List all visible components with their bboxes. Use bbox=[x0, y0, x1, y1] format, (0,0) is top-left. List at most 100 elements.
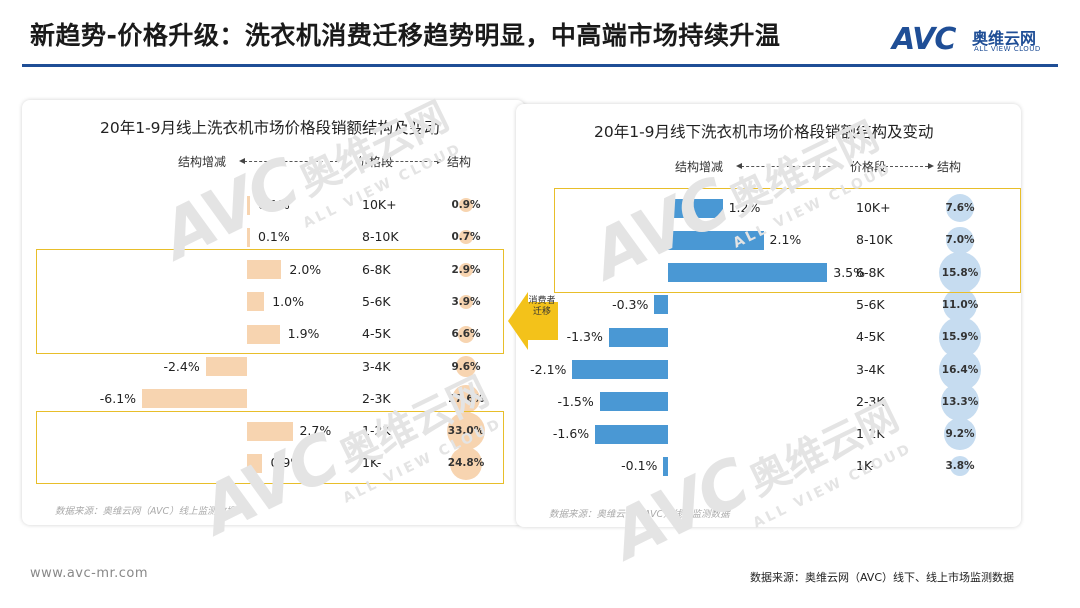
online-change-bar bbox=[247, 292, 265, 312]
offline-change-label: 3.5% bbox=[833, 264, 866, 280]
offline-share-label: 15.9% bbox=[941, 331, 979, 344]
offline-change-label: -1.5% bbox=[557, 393, 594, 409]
online-segment-label: 10K+ bbox=[362, 197, 397, 212]
online-share-label: 0.9% bbox=[451, 199, 481, 211]
online-change-label: 0.1% bbox=[258, 197, 290, 212]
online-change-label: 0.1% bbox=[258, 229, 290, 245]
offline-share-bubble bbox=[949, 456, 971, 477]
online-change-bar bbox=[142, 389, 247, 409]
offline-segment-label: 4-5K bbox=[856, 329, 885, 345]
online-share-label: 3.9% bbox=[451, 295, 481, 308]
online-segment-label: 8-10K bbox=[362, 229, 399, 245]
online-share-bubble bbox=[459, 262, 473, 277]
offline-header-arrow-right bbox=[928, 163, 934, 169]
offline-change-bar bbox=[608, 327, 668, 347]
online-source-note: 数据来源：奥维云网（AVC）线上监测数据 bbox=[55, 506, 236, 517]
offline-change-label: -2.1% bbox=[530, 361, 567, 377]
online-change-label: 2.0% bbox=[289, 261, 322, 277]
offline-share-label: 7.0% bbox=[945, 234, 975, 247]
offline-header-arrow-left bbox=[736, 163, 742, 169]
offline-segment-label: 3-4K bbox=[856, 361, 885, 377]
online-change-bar bbox=[205, 357, 247, 376]
online-change-label: 1.0% bbox=[272, 293, 304, 309]
online-share-bubble bbox=[459, 230, 473, 245]
online-share-label: 0.7% bbox=[451, 231, 481, 244]
online-change-label: 2.7% bbox=[299, 423, 332, 439]
offline-change-bar bbox=[572, 360, 668, 379]
online-share-bubble bbox=[449, 446, 483, 480]
offline-header-segment: 价格段 bbox=[850, 160, 887, 174]
offline-chart-title: 20年1-9月线下洗衣机市场价格段销额结构及变动 bbox=[594, 123, 934, 141]
offline-change-bar bbox=[595, 424, 668, 444]
offline-change-bar bbox=[654, 295, 668, 315]
consumer-migration-arrow: 消费者迁移 bbox=[508, 288, 558, 354]
online-change-bar bbox=[247, 453, 263, 473]
page-title: 新趋势-价格升级：洗衣机消费迁移趋势明显，中高端市场持续升温 bbox=[30, 21, 781, 50]
offline-change-label: -1.3% bbox=[566, 329, 603, 345]
offline-share-bubble bbox=[941, 382, 979, 421]
online-share-bubble bbox=[455, 356, 477, 377]
online-change-bar bbox=[247, 195, 250, 215]
online-share-bubble bbox=[459, 294, 473, 309]
online-chart-title: 20年1-9月线上洗衣机市场价格段销额结构及变动 bbox=[100, 119, 440, 137]
online-header-dash-right bbox=[386, 161, 437, 162]
offline-source-note: 数据来源：奥维云网（AVC）线下监测数据 bbox=[549, 509, 730, 520]
offline-share-bubble bbox=[945, 193, 975, 223]
offline-header-dash-left bbox=[741, 166, 836, 167]
online-change-bar bbox=[247, 227, 250, 247]
site-url: www.avc-mr.com bbox=[30, 566, 149, 581]
offline-segment-label: 1K- bbox=[856, 458, 876, 474]
online-header-dash-left bbox=[244, 161, 338, 162]
online-share-label: 24.8% bbox=[447, 457, 485, 470]
online-change-bar bbox=[247, 421, 294, 441]
online-segment-label: 6-8K bbox=[362, 261, 391, 277]
online-share-bubble bbox=[459, 198, 473, 212]
offline-change-bar bbox=[663, 456, 668, 476]
offline-share-label: 15.8% bbox=[941, 266, 979, 279]
online-share-label: 6.6% bbox=[451, 328, 481, 341]
offline-share-label: 11.0% bbox=[941, 298, 979, 311]
offline-share-bubble bbox=[939, 251, 981, 294]
offline-change-label: -0.3% bbox=[612, 296, 649, 312]
offline-header-share: 结构 bbox=[937, 160, 962, 174]
logo-en-text: ALL VIEW CLOUD bbox=[974, 45, 1041, 53]
offline-change-bar bbox=[668, 263, 828, 283]
offline-segment-label: 10K+ bbox=[856, 200, 891, 215]
offline-segment-label: 2-3K bbox=[856, 393, 885, 409]
online-segment-label: 1K- bbox=[362, 455, 382, 471]
offline-change-label: -0.1% bbox=[621, 458, 658, 474]
offline-share-label: 13.3% bbox=[941, 395, 979, 408]
offline-change-label: 1.2% bbox=[728, 200, 761, 215]
online-share-bubble bbox=[452, 384, 480, 413]
migration-arrow-icon bbox=[508, 292, 558, 350]
logo-avc-text: AVC bbox=[892, 22, 956, 57]
online-highlight-box bbox=[36, 410, 504, 484]
online-header-arrow-right bbox=[437, 158, 443, 164]
online-change-label: -6.1% bbox=[99, 390, 137, 406]
offline-share-bubble bbox=[942, 287, 978, 323]
offline-chart-panel bbox=[516, 104, 1021, 527]
online-change-bar bbox=[247, 324, 280, 344]
offline-segment-label: 1-2K bbox=[856, 426, 885, 442]
online-share-bubble bbox=[457, 325, 475, 343]
online-change-bar bbox=[247, 260, 282, 280]
online-share-label: 33.0% bbox=[447, 425, 485, 438]
offline-share-bubble bbox=[946, 226, 974, 255]
online-segment-label: 3-4K bbox=[362, 358, 391, 374]
offline-change-label: -1.6% bbox=[552, 426, 590, 442]
data-source-note: 数据来源：奥维云网（AVC）线下、线上市场监测数据 bbox=[749, 571, 1014, 584]
offline-share-label: 16.4% bbox=[941, 363, 979, 376]
offline-change-bar bbox=[668, 230, 764, 250]
offline-share-label: 9.2% bbox=[945, 428, 975, 441]
online-change-label: -2.4% bbox=[163, 358, 200, 374]
offline-change-label: 2.1% bbox=[769, 232, 802, 248]
online-share-label: 17.6% bbox=[447, 392, 485, 405]
offline-header-change: 结构增减 bbox=[675, 160, 724, 174]
offline-change-bar bbox=[668, 198, 723, 218]
avc-logo: AVC 奥维云网 ALL VIEW CLOUD bbox=[892, 22, 1062, 58]
online-chart-panel bbox=[22, 100, 525, 525]
header-divider bbox=[22, 64, 1058, 67]
online-segment-label: 2-3K bbox=[362, 390, 391, 406]
online-share-label: 2.9% bbox=[451, 263, 481, 276]
online-share-bubble bbox=[447, 412, 485, 451]
